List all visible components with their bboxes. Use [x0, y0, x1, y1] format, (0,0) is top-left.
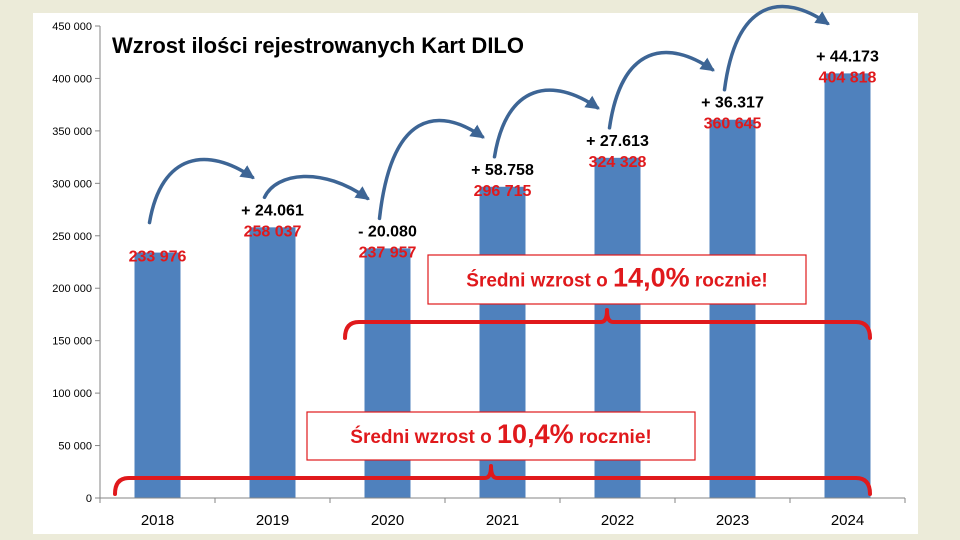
change-label: + 24.061	[241, 202, 304, 219]
value-label: 258 037	[244, 223, 302, 240]
bar	[709, 119, 756, 499]
change-label: + 27.613	[586, 133, 649, 150]
change-arrow	[147, 157, 255, 225]
value-label: 324 328	[589, 154, 647, 171]
change-arrow	[722, 4, 830, 92]
change-label: + 58.758	[471, 162, 534, 179]
change-arrows	[147, 4, 830, 225]
average-growth-bracket	[343, 308, 872, 340]
x-tick-label: 2020	[371, 512, 404, 529]
chart-title: Wzrost ilości rejestrowanych Kart DILO	[112, 33, 524, 58]
x-tick-label: 2023	[716, 512, 749, 529]
bar	[824, 73, 871, 498]
change-arrow	[377, 118, 485, 221]
y-tick-label: 400 000	[52, 73, 92, 85]
average-growth-label: Średni wzrost o 10,4% rocznie!	[350, 419, 651, 449]
y-tick-label: 450 000	[52, 21, 92, 33]
average-growth-value: 10,4%	[497, 419, 574, 449]
x-tick-label: 2021	[486, 512, 519, 529]
value-label: 404 818	[819, 69, 877, 86]
average-growth-box	[306, 411, 696, 461]
value-label: 233 976	[129, 249, 187, 266]
y-tick-label: 50 000	[58, 441, 92, 453]
annotations: Średni wzrost o 14,0% rocznie!Średni wzr…	[113, 254, 872, 496]
average-growth-prefix: Średni wzrost o	[350, 426, 497, 448]
x-tick-label: 2019	[256, 512, 289, 529]
y-tick-label: 0	[86, 493, 92, 505]
average-growth-suffix: rocznie!	[690, 271, 768, 292]
x-axis: 2018 2019 2020 2021 2022 2023 2024	[99, 497, 906, 529]
value-label: 237 957	[359, 244, 417, 261]
change-arrow	[262, 174, 370, 201]
average-growth-box	[427, 254, 807, 305]
y-tick-label: 350 000	[52, 126, 92, 138]
average-growth-label: Średni wzrost o 14,0% rocznie!	[466, 263, 767, 293]
change-arrow	[492, 88, 600, 159]
x-tick-label: 2024	[831, 512, 864, 529]
x-tick-label: 2022	[601, 512, 634, 529]
average-growth-suffix: rocznie!	[574, 427, 652, 448]
y-tick-label: 150 000	[52, 336, 92, 348]
value-label: 296 715	[474, 183, 532, 200]
y-tick-label: 200 000	[52, 283, 92, 295]
data-labels: 233 976 258 037 237 957 296 715 324 328 360 6…	[129, 48, 879, 265]
change-label: + 44.173	[816, 48, 879, 65]
bar	[249, 227, 296, 499]
y-axis: 0 50 000 100 000 150 000 200 000 250 000 300 0…	[52, 21, 101, 505]
change-label: - 20.080	[358, 223, 417, 240]
x-tick-label: 2018	[141, 512, 174, 529]
bar	[134, 252, 181, 498]
change-arrow	[607, 50, 715, 130]
value-label: 360 645	[704, 116, 762, 133]
change-label: + 36.317	[701, 95, 764, 112]
average-growth-bracket	[113, 464, 872, 496]
y-tick-label: 100 000	[52, 388, 92, 400]
y-tick-label: 250 000	[52, 231, 92, 243]
average-growth-prefix: Średni wzrost o	[466, 270, 613, 292]
average-growth-value: 14,0%	[613, 263, 690, 293]
y-tick-label: 300 000	[52, 178, 92, 190]
